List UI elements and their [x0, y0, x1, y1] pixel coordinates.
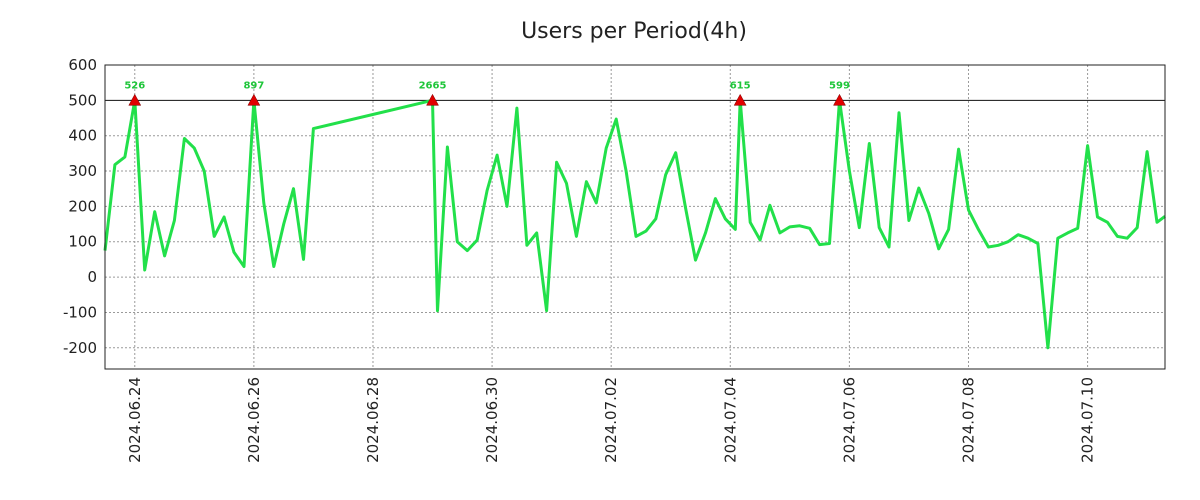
x-tick-label: 2024.07.04: [721, 377, 739, 463]
chart-title: Users per Period(4h): [521, 19, 747, 44]
cap-label-layer: 526 897 2665 615 599: [124, 80, 850, 91]
cap-marker: [733, 93, 747, 106]
y-tick-label: 300: [68, 162, 97, 180]
cap-value-label: 526: [124, 80, 145, 91]
cap-value-label: 599: [829, 80, 850, 91]
grid: [105, 64, 1165, 369]
y-tick-label: 0: [87, 268, 97, 286]
x-tick-label: 2024.07.08: [959, 377, 977, 463]
cap-marker: [426, 93, 439, 106]
y-axis-ticks: 600 500 400 300 200 100 0 -100 -200: [63, 56, 97, 357]
x-tick-label: 2024.06.24: [126, 377, 144, 463]
series-layer: [103, 98, 1166, 350]
y-tick-label: -200: [63, 339, 97, 357]
y-tick-label: 500: [68, 91, 97, 109]
cap-value-label: 2665: [419, 80, 447, 91]
marker-layer: [128, 93, 846, 106]
cap-marker: [247, 93, 261, 106]
x-tick-label: 2024.07.02: [602, 377, 620, 463]
y-tick-label: -100: [63, 303, 97, 321]
y-tick-label: 400: [68, 127, 97, 145]
x-tick-label: 2024.07.06: [840, 377, 858, 463]
y-tick-label: 100: [68, 233, 97, 251]
x-tick-label: 2024.07.10: [1079, 377, 1097, 463]
x-tick-label: 2024.06.26: [245, 377, 263, 463]
plot-frame: [104, 64, 1166, 370]
y-tick-label: 200: [68, 197, 97, 215]
cap-marker: [128, 93, 142, 106]
series-line: [103, 98, 1166, 350]
cap-value-label: 897: [243, 80, 264, 91]
y-tick-label: 600: [68, 56, 97, 74]
x-tick-label: 2024.06.30: [483, 377, 501, 463]
cap-value-label: 615: [730, 80, 751, 91]
x-axis-ticks: 2024.06.24 2024.06.26 2024.06.28 2024.06.30…: [126, 377, 1097, 463]
x-tick-label: 2024.06.28: [364, 377, 382, 463]
cap-marker: [833, 93, 846, 106]
